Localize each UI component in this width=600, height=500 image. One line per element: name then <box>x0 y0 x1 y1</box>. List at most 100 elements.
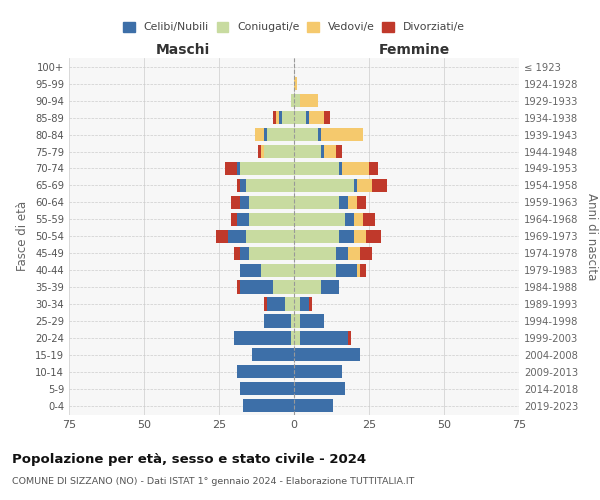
Bar <box>324 111 330 124</box>
Bar <box>294 365 342 378</box>
Bar <box>264 145 294 158</box>
Bar <box>363 212 375 226</box>
Bar <box>336 264 357 276</box>
Text: Maschi: Maschi <box>156 44 210 58</box>
Bar <box>342 162 369 175</box>
Bar <box>276 111 279 124</box>
Bar <box>372 179 387 192</box>
Bar <box>228 230 246 243</box>
Bar <box>252 348 294 362</box>
Bar <box>294 230 339 243</box>
Bar <box>306 111 309 124</box>
Bar <box>237 212 249 226</box>
Bar <box>294 145 321 158</box>
Bar <box>255 128 264 141</box>
Bar <box>249 246 294 260</box>
Bar <box>309 111 324 124</box>
Bar <box>294 196 339 209</box>
Bar <box>357 179 372 192</box>
Y-axis label: Fasce di età: Fasce di età <box>16 201 29 272</box>
Bar <box>246 230 294 243</box>
Bar <box>294 314 300 328</box>
Bar <box>354 230 366 243</box>
Bar <box>300 314 324 328</box>
Bar <box>336 145 342 158</box>
Bar <box>294 94 300 108</box>
Bar <box>231 212 237 226</box>
Bar <box>348 332 351 344</box>
Bar <box>360 246 372 260</box>
Bar <box>369 162 378 175</box>
Bar <box>348 196 357 209</box>
Bar <box>309 298 312 310</box>
Bar <box>294 246 336 260</box>
Text: Popolazione per età, sesso e stato civile - 2024: Popolazione per età, sesso e stato civil… <box>12 452 366 466</box>
Bar <box>294 280 321 293</box>
Bar <box>243 399 294 412</box>
Bar <box>354 212 363 226</box>
Bar <box>273 280 294 293</box>
Bar <box>273 111 276 124</box>
Bar <box>285 298 294 310</box>
Bar <box>240 179 246 192</box>
Bar <box>294 212 345 226</box>
Bar <box>240 264 261 276</box>
Bar <box>240 280 273 293</box>
Bar <box>294 264 336 276</box>
Bar <box>225 162 237 175</box>
Bar <box>294 298 300 310</box>
Bar <box>240 382 294 396</box>
Y-axis label: Anni di nascita: Anni di nascita <box>585 192 598 280</box>
Bar <box>246 179 294 192</box>
Bar <box>237 179 240 192</box>
Bar <box>240 196 249 209</box>
Bar <box>294 179 354 192</box>
Bar <box>366 230 381 243</box>
Bar <box>282 111 294 124</box>
Bar <box>237 365 294 378</box>
Bar <box>234 246 240 260</box>
Bar <box>294 399 333 412</box>
Bar <box>321 145 324 158</box>
Bar <box>237 162 240 175</box>
Bar <box>267 128 294 141</box>
Bar <box>237 280 240 293</box>
Bar <box>240 246 249 260</box>
Bar <box>321 280 339 293</box>
Bar <box>321 128 363 141</box>
Text: Femmine: Femmine <box>379 44 449 58</box>
Bar <box>294 162 339 175</box>
Bar <box>339 230 354 243</box>
Bar <box>279 111 282 124</box>
Bar <box>318 128 321 141</box>
Bar <box>291 314 294 328</box>
Bar <box>336 246 348 260</box>
Bar <box>261 264 294 276</box>
Bar <box>348 246 360 260</box>
Bar <box>300 332 348 344</box>
Bar <box>249 212 294 226</box>
Bar <box>300 94 318 108</box>
Text: COMUNE DI SIZZANO (NO) - Dati ISTAT 1° gennaio 2024 - Elaborazione TUTTITALIA.IT: COMUNE DI SIZZANO (NO) - Dati ISTAT 1° g… <box>12 478 415 486</box>
Bar <box>231 196 240 209</box>
Bar <box>216 230 228 243</box>
Bar <box>339 162 342 175</box>
Bar <box>357 264 360 276</box>
Bar <box>291 332 294 344</box>
Bar <box>264 298 267 310</box>
Bar <box>234 332 291 344</box>
Bar <box>357 196 366 209</box>
Legend: Celibi/Nubili, Coniugati/e, Vedovi/e, Divorziati/e: Celibi/Nubili, Coniugati/e, Vedovi/e, Di… <box>123 22 465 32</box>
Bar <box>354 179 357 192</box>
Bar <box>294 382 345 396</box>
Bar <box>264 314 291 328</box>
Bar <box>240 162 294 175</box>
Bar <box>294 128 318 141</box>
Bar <box>324 145 336 158</box>
Bar <box>339 196 348 209</box>
Bar <box>360 264 366 276</box>
Bar <box>294 111 306 124</box>
Bar <box>294 332 300 344</box>
Bar <box>291 94 294 108</box>
Bar <box>294 77 297 90</box>
